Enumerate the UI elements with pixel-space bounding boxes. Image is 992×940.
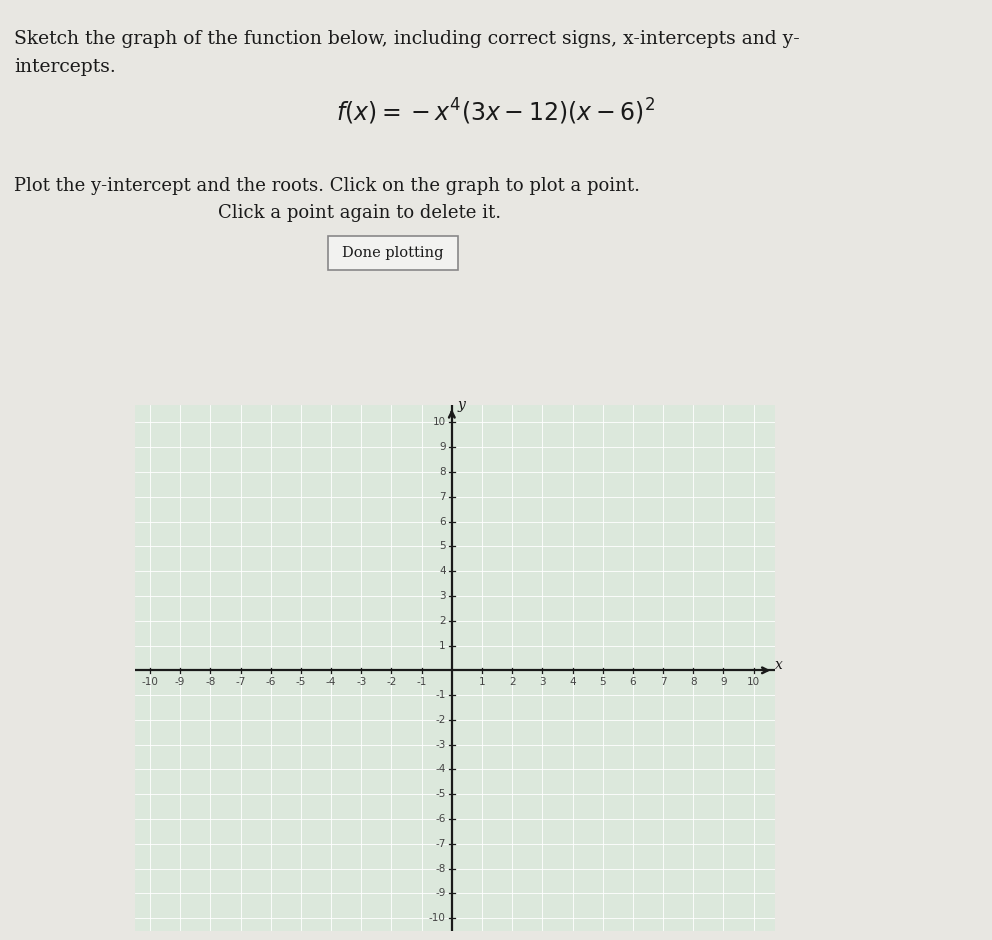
Text: 3: 3: [539, 678, 546, 687]
Text: Plot the y-intercept and the roots. Click on the graph to plot a point.: Plot the y-intercept and the roots. Clic…: [14, 177, 640, 195]
Text: -9: -9: [435, 888, 445, 899]
Text: -1: -1: [435, 690, 445, 700]
Text: -7: -7: [435, 838, 445, 849]
Text: 2: 2: [509, 678, 516, 687]
Text: intercepts.: intercepts.: [14, 58, 116, 76]
Text: 9: 9: [439, 443, 445, 452]
Text: -2: -2: [435, 715, 445, 725]
Text: 4: 4: [569, 678, 575, 687]
Text: -6: -6: [435, 814, 445, 824]
Text: x: x: [775, 658, 783, 672]
Text: -8: -8: [205, 678, 215, 687]
Text: -2: -2: [386, 678, 397, 687]
FancyBboxPatch shape: [328, 236, 458, 270]
Text: 7: 7: [439, 492, 445, 502]
Text: -5: -5: [435, 790, 445, 799]
Text: 7: 7: [660, 678, 667, 687]
Text: -10: -10: [142, 678, 159, 687]
Text: -9: -9: [175, 678, 186, 687]
Text: 8: 8: [690, 678, 696, 687]
Text: 1: 1: [479, 678, 485, 687]
Text: -10: -10: [429, 913, 445, 923]
Text: 2: 2: [439, 616, 445, 626]
Text: -8: -8: [435, 864, 445, 873]
Text: 6: 6: [439, 517, 445, 526]
Text: y: y: [457, 399, 465, 412]
Text: 9: 9: [720, 678, 727, 687]
Text: -6: -6: [266, 678, 276, 687]
Text: Done plotting: Done plotting: [342, 246, 443, 260]
Text: Sketch the graph of the function below, including correct signs, x-intercepts an: Sketch the graph of the function below, …: [14, 30, 800, 48]
Text: 5: 5: [439, 541, 445, 552]
Text: -4: -4: [326, 678, 336, 687]
Text: 8: 8: [439, 467, 445, 478]
Text: 6: 6: [630, 678, 636, 687]
Text: -1: -1: [417, 678, 427, 687]
Text: 3: 3: [439, 591, 445, 601]
Text: 10: 10: [747, 678, 760, 687]
Text: -3: -3: [435, 740, 445, 750]
Text: 1: 1: [439, 640, 445, 650]
Text: 4: 4: [439, 566, 445, 576]
Text: $f(x) = -x^4(3x - 12)(x - 6)^2$: $f(x) = -x^4(3x - 12)(x - 6)^2$: [336, 97, 656, 127]
Text: -5: -5: [296, 678, 307, 687]
Text: -4: -4: [435, 764, 445, 775]
Text: 5: 5: [599, 678, 606, 687]
Text: -7: -7: [235, 678, 246, 687]
Text: Click a point again to delete it.: Click a point again to delete it.: [218, 204, 501, 222]
Text: 10: 10: [433, 417, 445, 428]
Text: -3: -3: [356, 678, 366, 687]
